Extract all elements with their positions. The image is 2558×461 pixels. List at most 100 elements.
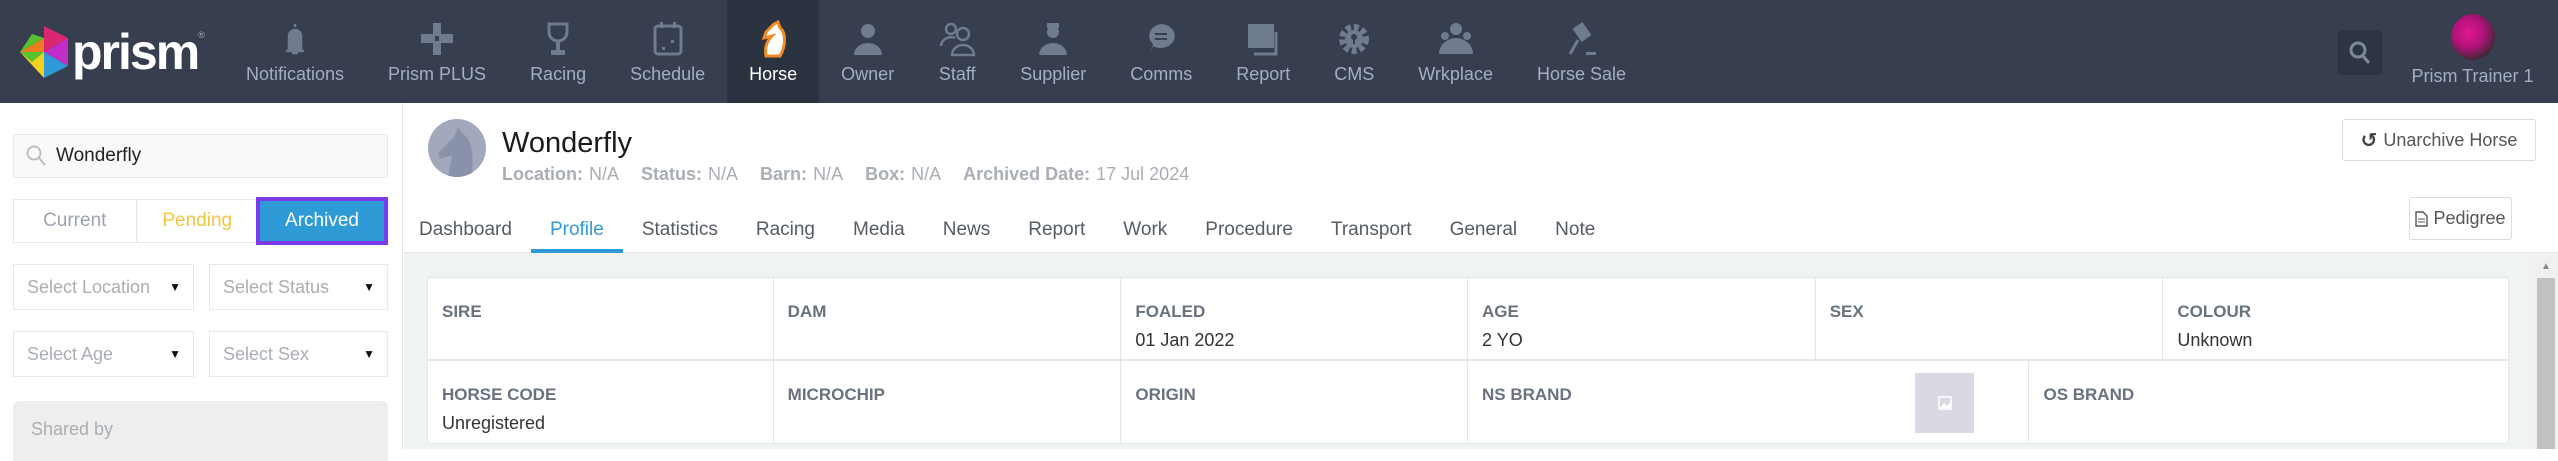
nav-label: CMS bbox=[1334, 64, 1375, 84]
nav-label: Horse Sale bbox=[1536, 64, 1627, 84]
undo-icon: ↺ bbox=[2360, 129, 2378, 152]
nav-item-horse[interactable]: Horse bbox=[727, 0, 820, 103]
logo-text: prism bbox=[72, 24, 200, 80]
select-sex[interactable]: Select Sex ▼ bbox=[209, 331, 388, 377]
field-value: 2 YO bbox=[1482, 330, 1523, 350]
select-age[interactable]: Select Age ▼ bbox=[13, 331, 194, 377]
nav-item-report[interactable]: Report bbox=[1214, 0, 1312, 103]
tab-transport[interactable]: Transport bbox=[1330, 219, 1412, 240]
tab-current[interactable]: Current bbox=[14, 200, 137, 242]
nav-label: Supplier bbox=[1020, 64, 1087, 84]
horse-name: Wonderfly bbox=[502, 127, 633, 159]
field-label: NS BRAND bbox=[1482, 385, 1572, 404]
meta-item: Status: N/A bbox=[641, 164, 738, 185]
select-location-label: Select Location bbox=[27, 276, 151, 297]
tab-work[interactable]: Work bbox=[1123, 219, 1168, 240]
field-value: Unknown bbox=[2177, 330, 2253, 350]
plus-icon bbox=[421, 23, 454, 55]
vertical-scrollbar[interactable]: ▲ bbox=[2534, 253, 2558, 449]
nav-item-staff[interactable]: Staff bbox=[916, 0, 998, 103]
field-microchip: MICROCHIP bbox=[774, 361, 1122, 444]
horse-icon bbox=[761, 20, 787, 58]
tab-profile[interactable]: Profile bbox=[530, 207, 623, 253]
nav-item-owner[interactable]: Owner bbox=[819, 0, 916, 103]
select-sex-label: Select Sex bbox=[223, 343, 310, 364]
search-value: Wonderfly bbox=[56, 145, 142, 166]
field-label: SIRE bbox=[442, 302, 482, 321]
field-label: COLOUR bbox=[2177, 302, 2252, 321]
report-icon bbox=[1248, 24, 1278, 56]
tab-report[interactable]: Report bbox=[1028, 219, 1086, 240]
calendar-icon bbox=[653, 22, 683, 56]
nav-item-horse-sale[interactable]: Horse Sale bbox=[1515, 0, 1648, 103]
scrollbar-thumb[interactable] bbox=[2537, 278, 2555, 449]
tab-dashboard[interactable]: Dashboard bbox=[419, 219, 512, 240]
tab-note[interactable]: Note bbox=[1555, 219, 1596, 240]
nav-item-schedule[interactable]: Schedule bbox=[608, 0, 727, 103]
select-status-label: Select Status bbox=[223, 276, 330, 297]
field-colour: COLOUR Unknown bbox=[2163, 278, 2508, 359]
field-origin: ORIGIN bbox=[1121, 361, 1469, 444]
nav-item-comms[interactable]: Comms bbox=[1108, 0, 1214, 103]
field-horse-code: HORSE CODE Unregistered bbox=[428, 361, 774, 444]
nav-label: Staff bbox=[938, 64, 976, 84]
field-ns-brand: NS BRAND bbox=[1468, 361, 2030, 444]
nav-label: Horse bbox=[749, 64, 798, 84]
nav-item-prism-plus[interactable]: Prism PLUS bbox=[366, 0, 508, 103]
nav-label: Wrkplace bbox=[1418, 64, 1493, 84]
caret-down-icon: ▼ bbox=[363, 280, 375, 294]
field-foaled: FOALED 01 Jan 2022 bbox=[1121, 278, 1469, 359]
field-dam: DAM bbox=[774, 278, 1122, 359]
field-label: SEX bbox=[1829, 302, 1864, 321]
tab-archived[interactable]: Archived bbox=[256, 197, 388, 245]
profile-content: SIRE DAM FOALED 01 Jan 2022 AGE 2 YO SEX COLOUR… bbox=[404, 253, 2534, 449]
global-search-button[interactable] bbox=[2338, 30, 2382, 75]
prism-logo[interactable]: prism ® bbox=[20, 26, 205, 78]
field-label: MICROCHIP bbox=[787, 385, 885, 404]
nav-item-cms[interactable]: CMS bbox=[1312, 0, 1396, 103]
brand-image-placeholder[interactable] bbox=[1915, 373, 1975, 433]
field-sex: SEX bbox=[1816, 278, 2164, 359]
field-age: AGE 2 YO bbox=[1468, 278, 1816, 359]
profile-card: SIRE DAM FOALED 01 Jan 2022 AGE 2 YO SEX COLOUR… bbox=[427, 277, 2509, 444]
users-icon bbox=[939, 22, 976, 57]
caret-down-icon: ▼ bbox=[363, 347, 375, 361]
select-location[interactable]: Select Location ▼ bbox=[13, 264, 194, 310]
status-tabs: Current Pending Archived bbox=[13, 197, 388, 245]
tab-pending[interactable]: Pending bbox=[137, 200, 259, 242]
nav-item-wrkplace[interactable]: Wrkplace bbox=[1396, 0, 1515, 103]
nav-item-racing[interactable]: Racing bbox=[508, 0, 608, 103]
tab-racing[interactable]: Racing bbox=[755, 219, 815, 240]
meta-label: Archived Date: bbox=[963, 164, 1091, 184]
unarchive-horse-button[interactable]: ↺ Unarchive Horse bbox=[2342, 119, 2536, 161]
tab-statistics[interactable]: Statistics bbox=[641, 219, 718, 240]
bell-icon bbox=[286, 24, 305, 55]
user-avatar bbox=[2450, 14, 2495, 60]
tab-news[interactable]: News bbox=[942, 219, 991, 240]
meta-value: N/A bbox=[911, 164, 942, 184]
meta-value: 17 Jul 2024 bbox=[1096, 164, 1190, 184]
scroll-up-arrow-icon[interactable]: ▲ bbox=[2541, 261, 2551, 272]
nav-item-supplier[interactable]: Supplier bbox=[998, 0, 1108, 103]
group-icon bbox=[1438, 23, 1473, 54]
profile-row: SIRE DAM FOALED 01 Jan 2022 AGE 2 YO SEX COLOUR… bbox=[428, 278, 2508, 361]
tab-media[interactable]: Media bbox=[853, 219, 905, 240]
nav-label: Owner bbox=[841, 64, 895, 84]
horse-search-input[interactable]: Wonderfly bbox=[13, 134, 388, 178]
gear-lock-icon bbox=[1339, 24, 1370, 54]
user-menu[interactable]: Prism Trainer 1 bbox=[2400, 14, 2545, 87]
pedigree-button[interactable]: Pedigree bbox=[2409, 197, 2512, 240]
tab-general[interactable]: General bbox=[1449, 219, 1518, 240]
tab-procedure[interactable]: Procedure bbox=[1205, 219, 1293, 240]
nav-label: Report bbox=[1236, 64, 1291, 84]
horse-avatar bbox=[428, 119, 486, 177]
field-label: ORIGIN bbox=[1135, 385, 1196, 404]
select-status[interactable]: Select Status ▼ bbox=[209, 264, 388, 310]
shared-by-filter[interactable]: Shared by bbox=[13, 401, 388, 461]
nav-item-notifications[interactable]: Notifications bbox=[224, 0, 366, 103]
meta-label: Location: bbox=[502, 164, 583, 184]
sidebar: Wonderfly Current Pending Archived Selec… bbox=[0, 103, 403, 461]
horse-header: Wonderfly Location: N/A Status: N/A Barn: N/A… bbox=[404, 103, 2558, 253]
caret-down-icon: ▼ bbox=[169, 280, 181, 294]
top-navbar: prism ® Notifications Prism PLUS Racing Sch… bbox=[0, 0, 2558, 103]
